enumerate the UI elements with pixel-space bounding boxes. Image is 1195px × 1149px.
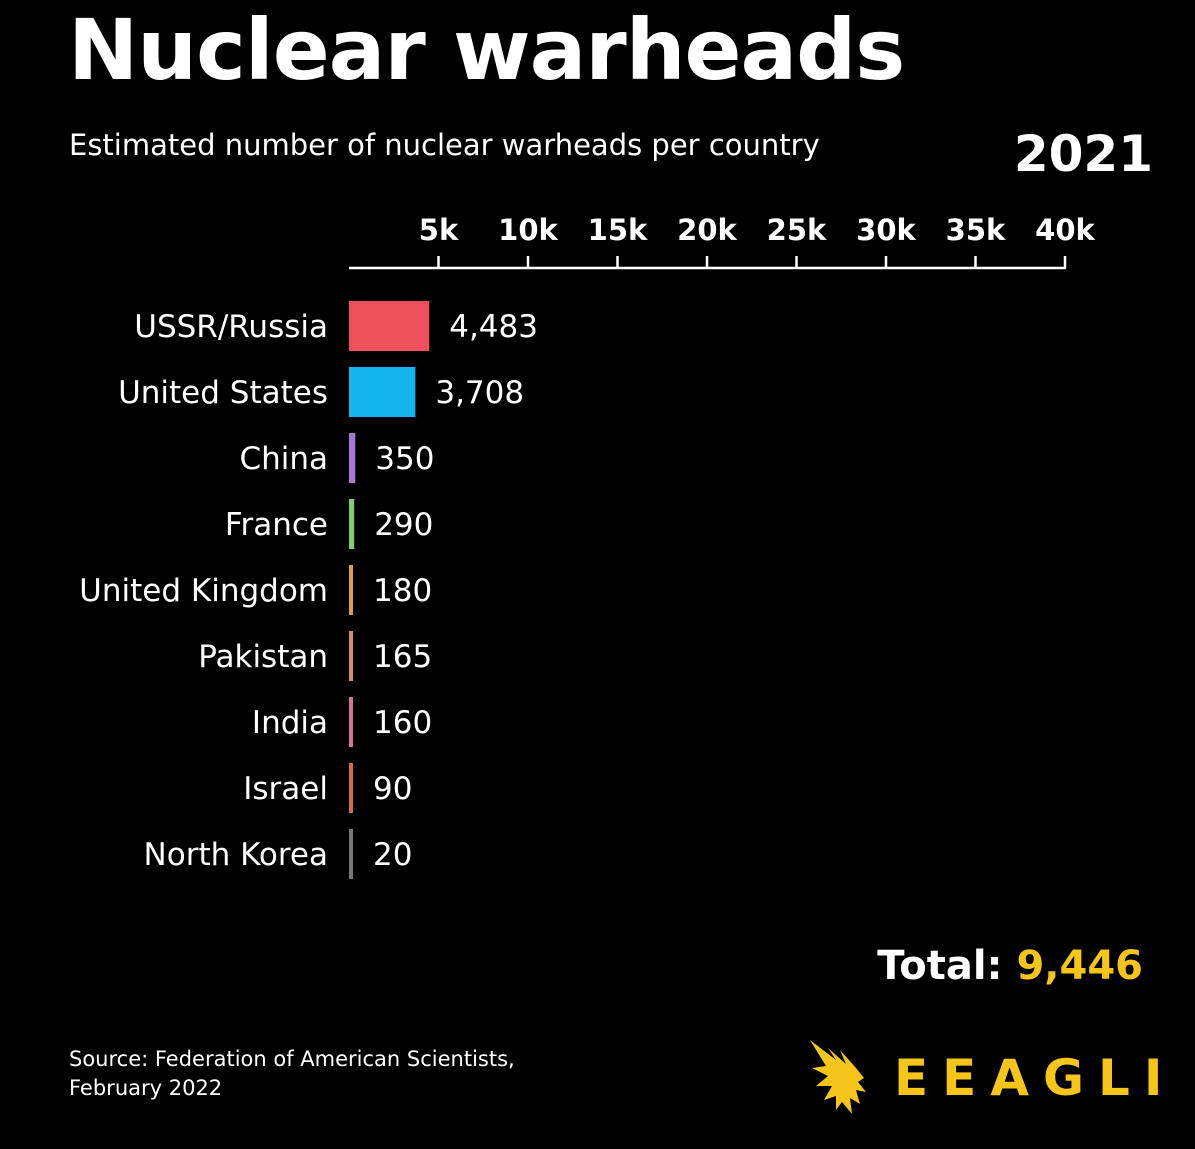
- logo-wordmark: EEAGLI: [894, 1049, 1177, 1107]
- value-label: 20: [373, 837, 412, 873]
- category-label: Israel: [243, 771, 328, 807]
- value-label: 160: [373, 705, 432, 741]
- source-line-2: February 2022: [69, 1076, 223, 1101]
- category-label: Pakistan: [198, 639, 328, 675]
- total-value: 9,446: [1016, 943, 1143, 989]
- year-label: 2021: [1013, 125, 1153, 183]
- total-label: Total:: [877, 943, 1003, 989]
- brand-logo: EEAGLI: [806, 1038, 1177, 1118]
- bar: [349, 763, 353, 813]
- x-tick-label: 25k: [767, 213, 827, 247]
- bar: [349, 697, 353, 747]
- value-label: 350: [375, 441, 434, 477]
- x-tick-label: 10k: [498, 213, 558, 247]
- value-label: 290: [374, 507, 433, 543]
- category-label: North Korea: [144, 837, 328, 873]
- total-summary: Total: 9,446: [877, 942, 1143, 990]
- x-tick-label: 5k: [419, 213, 459, 247]
- chart-title: Nuclear warheads: [68, 1, 905, 99]
- category-label: USSR/Russia: [134, 309, 328, 345]
- bar: [349, 433, 356, 483]
- bar: [349, 631, 353, 681]
- value-label: 180: [373, 573, 432, 609]
- x-tick-label: 20k: [677, 213, 737, 247]
- value-label: 3,708: [435, 375, 524, 411]
- category-label: France: [225, 507, 328, 543]
- bar: [349, 565, 353, 615]
- source-line-1: Source: Federation of American Scientist…: [69, 1047, 515, 1071]
- bar: [349, 829, 353, 879]
- category-label: United Kingdom: [79, 573, 328, 609]
- source-note: Source: Federation of American Scientist…: [69, 1045, 515, 1104]
- bar-chart: 5k 10k 15k 20k 25k 30k 35k 40k USSR/Russia 4,483 U…: [79, 213, 1096, 879]
- eagle-icon: [810, 1040, 866, 1114]
- chart-subtitle: Estimated number of nuclear warheads per…: [69, 128, 820, 162]
- category-label: India: [252, 705, 328, 741]
- x-tick-label: 40k: [1035, 213, 1095, 247]
- category-label: China: [239, 441, 328, 477]
- bar: [349, 301, 430, 351]
- x-tick-label: 35k: [946, 213, 1006, 247]
- x-tick-label: 15k: [588, 213, 648, 247]
- value-label: 165: [373, 639, 432, 675]
- bar: [349, 499, 355, 549]
- value-label: 4,483: [449, 309, 538, 345]
- x-tick-label: 30k: [856, 213, 916, 247]
- bar: [349, 367, 416, 417]
- category-label: United States: [118, 375, 328, 411]
- value-label: 90: [373, 771, 412, 807]
